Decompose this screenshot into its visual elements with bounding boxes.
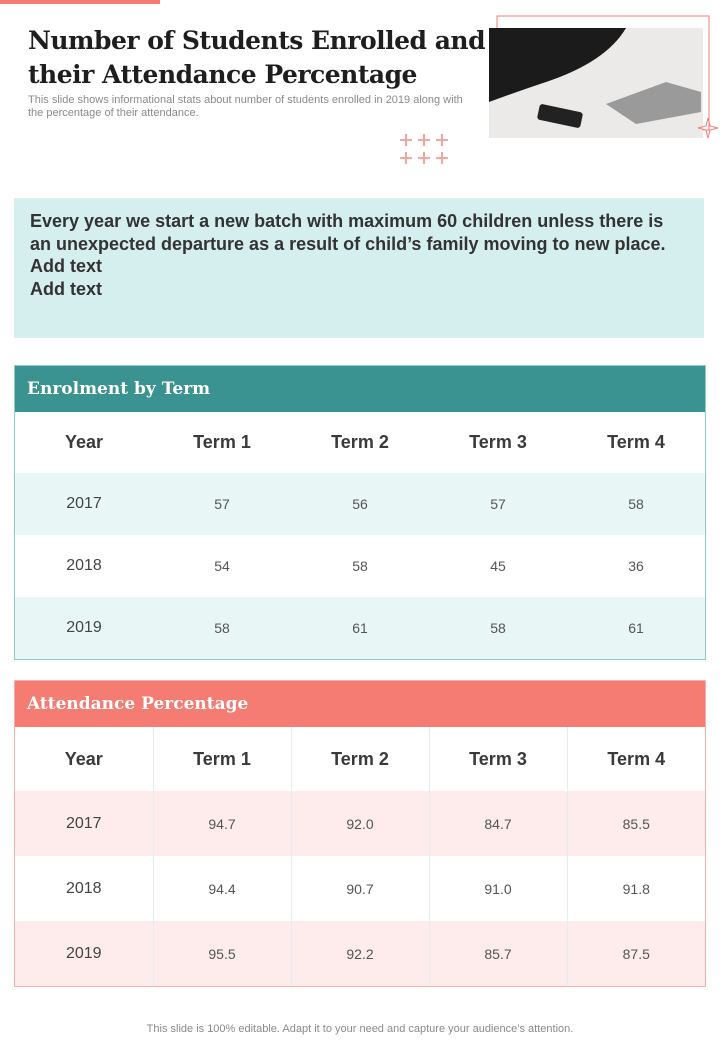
table: Year Term 1 Term 2 Term 3 Term 4 2017 94.7 92.0… — [15, 727, 705, 986]
table-title: Attendance Percentage — [15, 681, 705, 727]
column-header: Term 2 — [331, 432, 389, 452]
table-cell: 56 — [291, 473, 429, 535]
column-header: Year — [64, 432, 104, 452]
plus-pattern — [400, 134, 448, 164]
enrolment-table: Enrolment by Term Year Term 1 Term 2 Term 3 T… — [14, 365, 706, 660]
table-row: 2017 94.7 92.0 84.7 85.5 — [15, 791, 705, 856]
table-cell: 90.7 — [290, 856, 429, 921]
note-line: Add text — [30, 278, 102, 299]
table-cell: 92.2 — [290, 921, 429, 986]
table-row: 2019 58 61 58 61 — [15, 597, 705, 659]
table-cell: 58 — [567, 473, 705, 535]
header-row: Year Term 1 Term 2 Term 3 Term 4 — [15, 412, 705, 473]
table-cell: 2018 — [65, 879, 102, 897]
column-header: Term 2 — [290, 727, 429, 791]
table-row: 2018 94.4 90.7 91.0 91.8 — [15, 856, 705, 921]
table-cell: 2019 — [15, 597, 153, 659]
table-cell: 91.0 — [428, 856, 567, 921]
table-cell: 94.4 — [152, 856, 291, 921]
table: Year Term 1 Term 2 Term 3 Term 4 2017 57 56 57 58… — [15, 412, 705, 659]
photo-phone — [537, 104, 583, 128]
table-title: Enrolment by Term — [15, 366, 705, 412]
table-cell: 57 — [429, 473, 567, 535]
table-cell: 92.0 — [290, 791, 429, 856]
table-cell: 85.5 — [566, 791, 705, 856]
column-header: Term 4 — [566, 727, 705, 791]
table-cell: 2018 — [66, 557, 102, 574]
photo-person — [489, 28, 626, 102]
table-cell: 95.5 — [152, 921, 291, 986]
table-row: 2018 54 58 45 36 — [15, 535, 705, 597]
table-row: 2019 95.5 92.2 85.7 87.5 — [15, 921, 705, 986]
table-cell: 84.7 — [428, 791, 567, 856]
sparkle — [697, 117, 719, 139]
table-cell: 2019 — [15, 921, 153, 986]
table-cell: 61 — [567, 597, 705, 659]
note-line: Add text — [30, 256, 102, 276]
table-cell: 58 — [429, 597, 567, 659]
column-header: Term 1 — [152, 727, 291, 791]
table-row: 2017 57 56 57 58 — [15, 473, 705, 535]
table-cell: 54 — [214, 558, 230, 574]
table-cell: 2017 — [15, 473, 153, 535]
column-header: Term 1 — [193, 432, 251, 452]
footer: This slide is 100% editable. Adapt it to… — [146, 1023, 574, 1035]
table-cell: 61 — [291, 597, 429, 659]
table-cell: 91.8 — [566, 856, 705, 921]
column-header: Year — [64, 748, 103, 769]
title: Number of Students Enrolled and their At… — [28, 26, 486, 89]
subtitle: This slide shows informational stats abo… — [28, 94, 463, 119]
photo — [489, 15, 719, 139]
table-cell: 36 — [628, 558, 644, 574]
header-row: Year Term 1 Term 2 Term 3 Term 4 — [15, 727, 705, 791]
table-cell: 87.5 — [566, 921, 705, 986]
table-cell: 85.7 — [428, 921, 567, 986]
table-cell: 45 — [490, 558, 506, 574]
note-box: Every year we start a new batch with max… — [14, 198, 704, 338]
table-cell: 58 — [352, 558, 368, 574]
table-cell: 2017 — [15, 791, 153, 856]
table-cell: 94.7 — [152, 791, 291, 856]
column-header: Term 3 — [428, 727, 567, 791]
accent-bar — [0, 0, 160, 4]
table-cell: 58 — [153, 597, 291, 659]
table-cell: 57 — [153, 473, 291, 535]
note-line: Every year we start a new batch with max… — [30, 211, 666, 254]
column-header: Term 4 — [607, 432, 665, 452]
attendance-table: Attendance Percentage Year Term 1 Term 2 Ter… — [14, 680, 706, 987]
photo-laptop — [606, 82, 701, 124]
column-header: Term 3 — [469, 432, 527, 452]
